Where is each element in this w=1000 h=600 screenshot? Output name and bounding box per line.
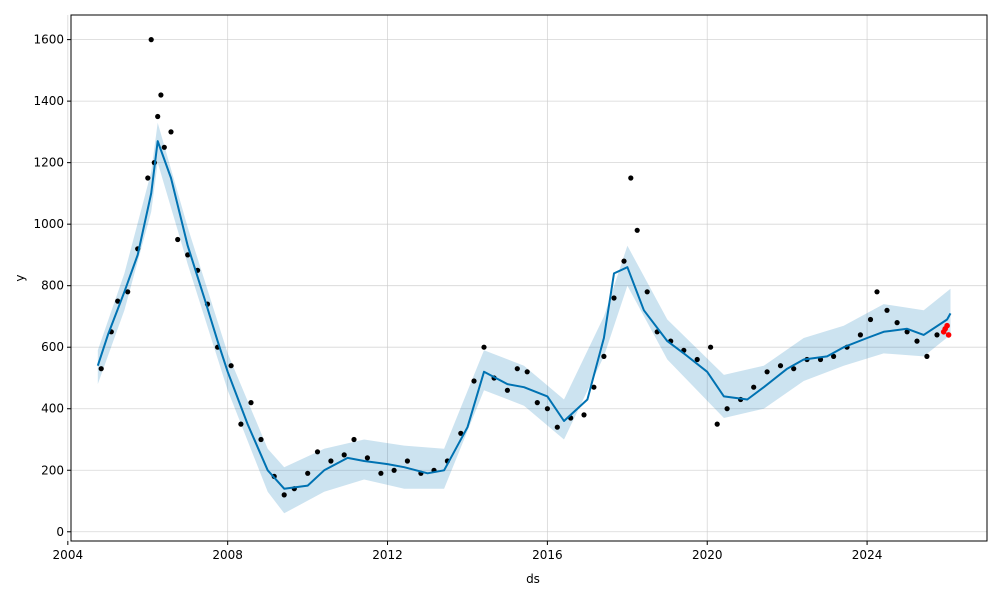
observed-point [831, 353, 837, 359]
observed-point [544, 406, 551, 412]
observed-point [601, 353, 607, 359]
y-tick-label: 600 [41, 340, 64, 354]
observed-point [611, 295, 617, 301]
observed-point [524, 369, 530, 375]
y-axis-ticks: 0 200 400 600 800 1000 1200 1400 1600 [33, 33, 71, 539]
observed-point [934, 332, 940, 338]
observed-point [924, 353, 930, 359]
observed-point [644, 289, 650, 295]
observed-point [238, 421, 244, 427]
x-tick-label: 2024 [852, 548, 883, 562]
observed-point [514, 366, 520, 372]
x-axis-title: ds [526, 572, 540, 586]
observed-point [481, 344, 487, 350]
observed-point [554, 424, 560, 430]
observed-point [175, 236, 181, 243]
observed-point [884, 307, 890, 313]
observed-point [115, 298, 121, 304]
observed-point [168, 129, 174, 135]
y-tick-label: 0 [56, 525, 64, 539]
y-tick-label: 200 [41, 463, 64, 477]
x-tick-label: 2016 [532, 548, 563, 562]
y-tick-label: 1000 [33, 217, 64, 231]
forecast-line [96, 140, 952, 490]
observed-point [248, 400, 254, 406]
observed-point [351, 436, 357, 443]
observed-point [155, 113, 161, 120]
observed-point [314, 449, 321, 455]
observed-point [751, 384, 757, 390]
y-tick-label: 1200 [33, 156, 64, 170]
observed-point [471, 378, 477, 384]
x-tick-label: 2020 [692, 548, 723, 562]
y-tick-label: 800 [41, 279, 64, 293]
observed-point [328, 458, 334, 464]
observed-point [764, 369, 770, 375]
x-axis-ticks: 2004 2008 2012 2016 2020 2024 [53, 541, 883, 562]
observed-point [404, 458, 410, 464]
highlight-point [944, 322, 950, 329]
observed-point [504, 387, 510, 393]
y-axis-title: y [13, 274, 27, 281]
grid-lines [67, 15, 987, 541]
y-tick-label: 1400 [33, 94, 64, 108]
observed-point [857, 332, 864, 338]
observed-point [305, 470, 311, 476]
forecast-line-group [96, 140, 952, 490]
observed-point [391, 467, 397, 473]
observed-point [694, 356, 700, 363]
observed-point [874, 289, 880, 295]
y-tick-label: 400 [41, 402, 64, 416]
observed-point [628, 175, 634, 181]
observed-point [148, 37, 154, 43]
observed-point [634, 227, 640, 233]
observed-point [867, 316, 874, 323]
observed-point [724, 406, 730, 412]
observed-point [378, 470, 384, 476]
observed-point [904, 329, 910, 335]
observed-point [98, 366, 104, 372]
x-tick-label: 2012 [372, 548, 403, 562]
observed-point [791, 366, 797, 372]
observed-point [341, 452, 347, 458]
observed-point [258, 436, 264, 443]
x-tick-label: 2004 [53, 548, 84, 562]
observed-point [281, 492, 287, 498]
x-tick-label: 2008 [212, 548, 243, 562]
observed-point [534, 400, 540, 406]
observed-point [777, 363, 784, 369]
observed-point [161, 144, 167, 150]
observed-point [894, 320, 900, 326]
observed-point [185, 252, 191, 258]
observed-point [145, 175, 151, 181]
observed-point [458, 430, 464, 436]
observed-point [591, 384, 597, 390]
plot-frame [70, 14, 988, 542]
observed-point [914, 338, 920, 344]
observed-point [714, 421, 720, 427]
observed-point [125, 289, 131, 295]
observed-point [708, 344, 714, 350]
y-tick-label: 1600 [33, 33, 64, 47]
observed-point [158, 92, 164, 98]
observed-point [228, 363, 234, 369]
observed-point [581, 412, 587, 418]
highlight-point [945, 332, 952, 338]
highlight-points [940, 322, 952, 338]
observed-point [364, 455, 370, 461]
observed-point [621, 258, 627, 264]
